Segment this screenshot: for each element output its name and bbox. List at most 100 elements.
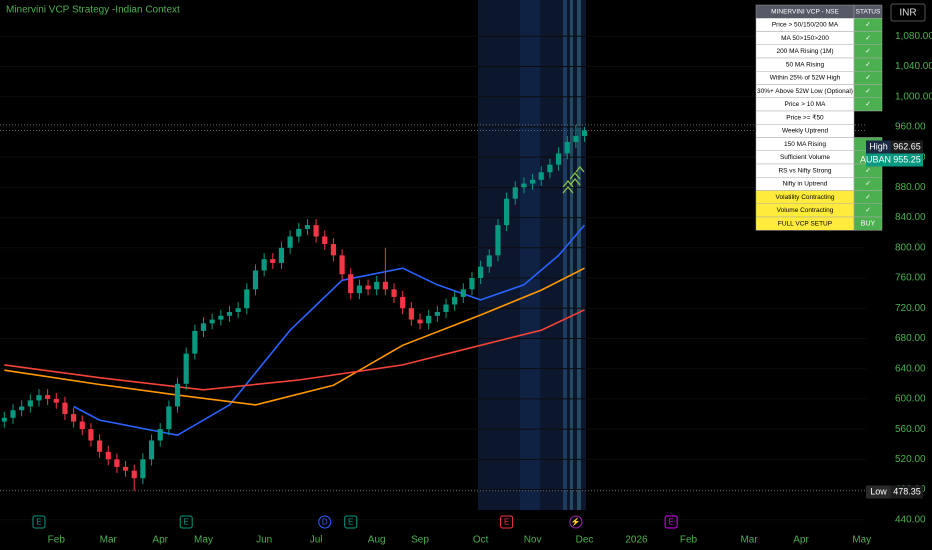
candle-body: [36, 395, 42, 401]
candle-body: [521, 183, 527, 188]
candles: [1, 124, 588, 491]
candle-body: [71, 414, 77, 422]
price-tag-name: High: [869, 141, 888, 151]
price-tag-name: Low: [870, 486, 887, 496]
moving-averages: [4, 224, 586, 437]
y-tick-label: 1,080.00: [895, 31, 932, 42]
candle-body: [261, 259, 267, 271]
table-status: ✓: [865, 88, 871, 95]
table-status: ✓: [865, 22, 871, 29]
currency-label: INR: [899, 8, 916, 19]
x-tick-label: Oct: [473, 535, 489, 546]
table-header: MINERVINI VCP - NSE: [771, 8, 839, 15]
table-status: ✓: [865, 48, 871, 55]
candle-body: [512, 187, 518, 199]
table-row-label: Price >= ₹50: [786, 113, 824, 121]
y-tick-label: 1,000.00: [895, 91, 932, 102]
candle-body: [140, 459, 146, 479]
candle-body: [296, 228, 302, 237]
table-row-label: MA 50>150>200: [781, 35, 829, 42]
y-tick-label: 520.00: [895, 454, 926, 465]
candle-body: [555, 153, 562, 165]
x-tick-label: Feb: [48, 535, 66, 546]
candle-body: [148, 440, 155, 460]
x-tick-label: Sep: [411, 535, 429, 546]
candle-body: [53, 398, 59, 403]
event-icon: [500, 515, 514, 529]
event-label: E: [348, 518, 353, 527]
candle-body: [504, 198, 510, 226]
currency-box: [890, 3, 926, 22]
candle-body: [235, 308, 241, 313]
candle-body: [348, 274, 354, 294]
event-label: E: [668, 518, 673, 527]
event-icon: [179, 515, 193, 529]
event-icon: [344, 515, 358, 529]
moving-average-line: [4, 309, 585, 391]
candle-body: [200, 323, 207, 331]
event-label: D: [322, 518, 328, 527]
highlight-band: [577, 0, 581, 510]
price-tag-value-bg: [891, 485, 923, 499]
candle-body: [313, 225, 319, 237]
candle-body: [469, 278, 475, 290]
candle-body: [581, 130, 588, 136]
table-status-bg: [853, 97, 883, 112]
candle-body: [131, 470, 137, 479]
table-row-label: Price > 10 MA: [784, 101, 826, 108]
price-tag-name-bg: [866, 153, 891, 167]
y-tick-label: 680.00: [895, 333, 926, 344]
candle-body: [114, 459, 120, 467]
event-icon: [569, 515, 583, 529]
table-status: ✓: [865, 181, 871, 188]
event-label: ⚡: [571, 517, 581, 527]
y-tick-label: 600.00: [895, 394, 926, 405]
candle-body: [19, 406, 25, 411]
event-label: E: [504, 518, 509, 527]
table-header: STATUS: [856, 8, 881, 15]
candle-body: [96, 440, 103, 452]
x-tick-label: Mar: [740, 535, 758, 546]
candle-body: [304, 225, 311, 229]
x-tick-label: Dec: [576, 535, 594, 546]
candle-body: [10, 410, 16, 418]
event-icon: [318, 515, 332, 529]
candle-body: [157, 429, 163, 441]
table-row-label: FULL VCP SETUP: [778, 220, 832, 227]
chart-title: Minervini VCP Strategy -Indian Context: [6, 5, 180, 16]
candle-body: [547, 164, 553, 173]
candle-body: [365, 285, 371, 290]
highlight-band: [520, 0, 540, 510]
candle-body: [374, 281, 380, 290]
table-status: ✓: [865, 194, 871, 201]
candle-body: [287, 236, 293, 248]
candle-body: [226, 312, 233, 316]
candle-body: [278, 247, 285, 263]
candle-body: [192, 330, 198, 354]
x-tick-label: Jun: [256, 535, 272, 546]
y-tick-label: 720.00: [895, 303, 926, 314]
table-status: BUY: [861, 220, 876, 227]
grid: [0, 35, 866, 521]
event-icon: [32, 515, 46, 529]
candle-body: [486, 255, 492, 267]
price-tag-value-bg: [891, 140, 923, 154]
candle-body: [426, 315, 432, 324]
price-tag-name-bg: [866, 485, 891, 499]
price-tag-value-bg: [891, 153, 923, 167]
x-tick-label: Feb: [680, 535, 698, 546]
y-tick-label: 1,040.00: [895, 61, 932, 72]
candle-body: [529, 179, 536, 184]
table-status-bg: [853, 216, 883, 231]
table-row-label: Sufficient Volume: [780, 154, 830, 161]
table-status: ✓: [865, 75, 871, 82]
moving-average-line: [4, 267, 585, 406]
event-label: E: [36, 518, 41, 527]
x-tick-label: May: [852, 535, 871, 546]
candle-body: [270, 259, 276, 263]
moving-average-line: [73, 224, 586, 437]
price-tag-value: 962.65: [893, 141, 921, 151]
